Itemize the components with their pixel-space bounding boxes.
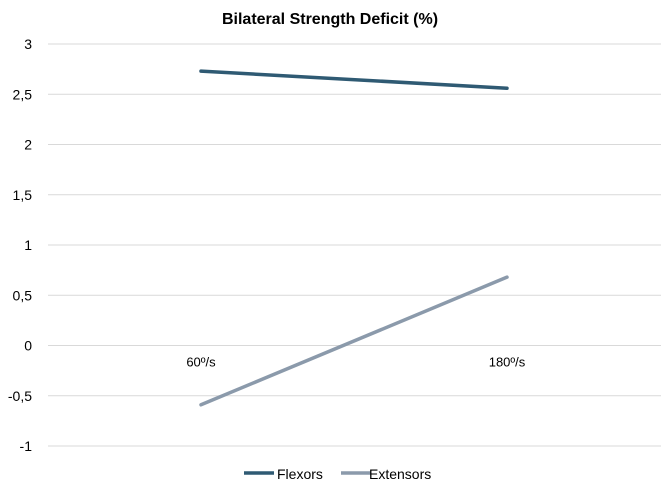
x-axis-ticks: 60º/s 180º/s xyxy=(186,355,525,370)
y-axis-ticks: 3 2,5 2 1,5 1 0,5 0 -0,5 -1 xyxy=(8,36,32,454)
chart-title: Bilateral Strength Deficit (%) xyxy=(222,11,438,28)
x-tick-label: 180º/s xyxy=(489,355,526,370)
y-tick-label: 1,5 xyxy=(13,187,33,203)
legend-label: Extensors xyxy=(369,466,431,482)
legend: Flexors Extensors xyxy=(244,466,431,482)
y-tick-label: 0,5 xyxy=(13,287,33,303)
series-line-flexors xyxy=(199,69,509,90)
series-line-extensors xyxy=(199,275,509,407)
gridlines xyxy=(48,43,661,447)
y-tick-label: -1 xyxy=(20,438,33,454)
y-tick-label: 3 xyxy=(24,36,32,52)
legend-label: Flexors xyxy=(277,466,323,482)
y-tick-label: 0 xyxy=(24,338,32,354)
y-tick-label: 1 xyxy=(24,237,32,253)
series-lines xyxy=(199,69,509,407)
y-tick-label: -0,5 xyxy=(8,388,32,404)
y-tick-label: 2,5 xyxy=(13,86,33,102)
x-tick-label: 60º/s xyxy=(186,355,216,370)
y-tick-label: 2 xyxy=(24,137,32,153)
